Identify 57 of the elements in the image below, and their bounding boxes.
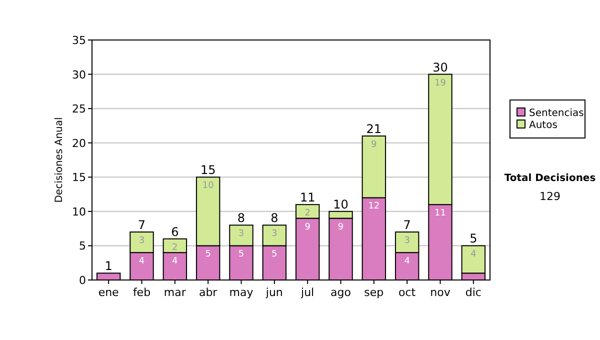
data-label: 2 — [304, 208, 310, 219]
legend-label: Sentencias — [529, 108, 584, 119]
data-label: 5 — [272, 250, 278, 260]
y-tick-label: 30 — [72, 68, 86, 82]
y-axis-title: Decisiones Anual — [54, 117, 65, 203]
text: Total Decisiones — [504, 173, 596, 184]
data-label: 19 — [434, 78, 446, 88]
total-label: 11 — [300, 190, 316, 205]
total-label: 10 — [333, 197, 348, 212]
text: 129 — [540, 190, 560, 203]
data-label: 5 — [238, 250, 244, 260]
x-tick-label: mar — [164, 286, 186, 299]
total-label: 21 — [366, 122, 382, 136]
data-label: 4 — [138, 256, 145, 267]
data-label: 5 — [205, 250, 211, 260]
x-tick-label: dic — [465, 286, 482, 299]
total-label: 6 — [171, 224, 179, 239]
total-label: 7 — [138, 218, 146, 232]
x-tick-label: may — [229, 286, 254, 299]
y-tick-label: 10 — [72, 205, 86, 218]
data-label: 2 — [172, 242, 178, 253]
data-label: 3 — [238, 229, 244, 240]
data-label: 3 — [404, 236, 410, 246]
total-label: 8 — [237, 211, 246, 226]
data-label: 4 — [172, 256, 178, 267]
data-label: 12 — [368, 202, 380, 212]
total-label: 1 — [104, 259, 112, 274]
x-tick-label: jul — [300, 286, 314, 299]
y-tick-label: 0 — [79, 274, 86, 287]
data-label: 3 — [272, 229, 278, 240]
legend-label: Autos — [529, 120, 558, 131]
y-tick-label: 25 — [72, 102, 86, 116]
data-label: 4 — [470, 250, 477, 260]
x-tick-label: nov — [430, 286, 451, 299]
x-tick-label: oct — [398, 286, 416, 299]
x-tick-label: ene — [98, 286, 120, 299]
y-tick-label: 5 — [79, 240, 86, 253]
y-tick-label: 20 — [72, 136, 86, 150]
data-label: 10 — [202, 181, 214, 192]
data-label: 11 — [434, 208, 446, 219]
data-label: 9 — [338, 222, 344, 232]
x-tick-label: ago — [330, 286, 352, 299]
y-tick-label: 15 — [72, 171, 86, 184]
data-label: 3 — [138, 236, 145, 246]
data-label: 4 — [404, 256, 410, 267]
total-label: 7 — [403, 218, 411, 232]
x-tick-label: jun — [264, 286, 283, 299]
total-label: 8 — [270, 211, 278, 226]
total-label: 5 — [470, 232, 478, 246]
x-tick-label: abr — [198, 286, 218, 299]
total-label: 30 — [432, 60, 448, 74]
data-label: 9 — [304, 222, 311, 232]
total-label: 15 — [200, 163, 216, 178]
x-tick-label: feb — [132, 286, 151, 299]
data-label: 9 — [371, 140, 378, 150]
y-tick-label: 35 — [72, 34, 86, 47]
x-tick-label: sep — [364, 286, 384, 299]
